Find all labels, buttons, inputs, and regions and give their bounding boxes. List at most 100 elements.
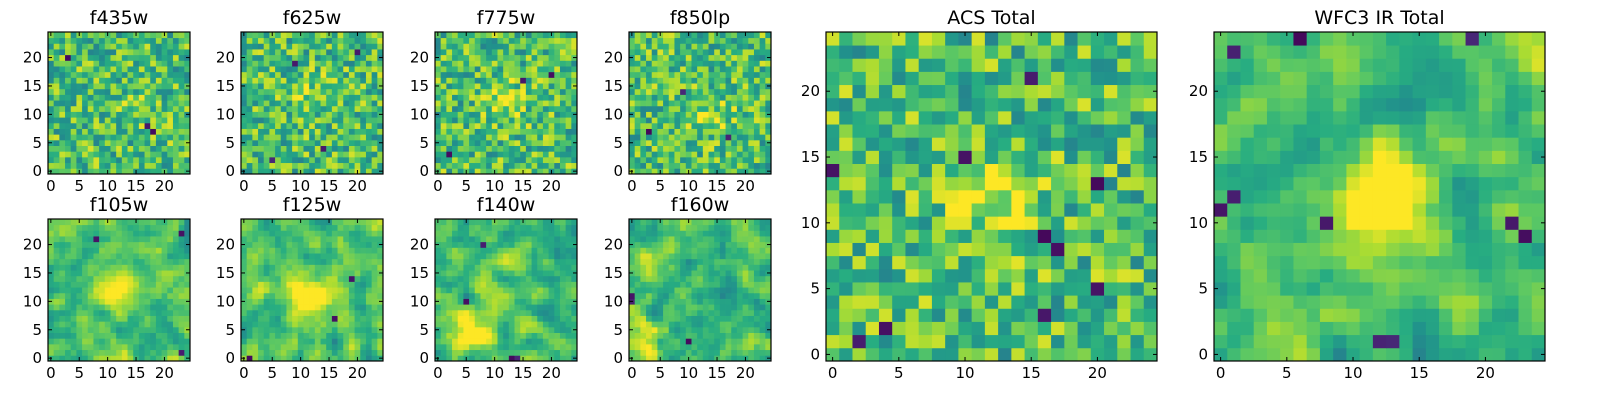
heatmap-cell <box>314 349 321 356</box>
heatmap-cell <box>258 94 265 101</box>
heatmap-cell <box>731 287 738 294</box>
heatmap-cell <box>65 60 72 67</box>
heatmap-cell <box>651 111 658 118</box>
heatmap-cell <box>280 309 287 316</box>
heatmap-cell <box>286 43 293 50</box>
heatmap-cell <box>337 151 344 158</box>
heatmap-cell <box>371 66 378 73</box>
heatmap-cell <box>452 105 459 112</box>
heatmap-cell <box>629 88 636 95</box>
heatmap-cell <box>161 287 168 294</box>
heatmap-cell <box>697 275 704 282</box>
heatmap-cell <box>697 122 704 129</box>
heatmap-cell <box>292 49 299 56</box>
heatmap-cell <box>150 134 157 141</box>
heatmap-cell <box>371 236 378 243</box>
heatmap-cell <box>138 315 145 322</box>
heatmap-cell <box>275 315 282 322</box>
heatmap-cell <box>59 349 66 356</box>
heatmap-cell <box>697 156 704 164</box>
heatmap-cell <box>246 343 253 351</box>
heatmap-cell <box>167 111 174 118</box>
heatmap-cell <box>725 355 732 362</box>
heatmap-cell <box>640 309 647 316</box>
heatmap-cell <box>629 292 636 299</box>
heatmap-cell <box>178 49 185 56</box>
heatmap-cell <box>76 264 83 271</box>
heatmap-cell <box>309 230 316 237</box>
heatmap-cell <box>480 105 487 112</box>
heatmap-cell <box>548 224 555 231</box>
y-tick-label: 0 <box>32 162 42 180</box>
heatmap-cell <box>348 355 355 362</box>
heatmap-cell <box>646 270 653 277</box>
plot-frame <box>434 31 578 175</box>
heatmap-cell <box>87 275 94 282</box>
heatmap-cell <box>765 287 772 294</box>
heatmap-cell <box>708 43 715 50</box>
heatmap-cell <box>360 156 367 164</box>
heatmap-cell <box>167 253 174 260</box>
heatmap-cell <box>457 332 464 339</box>
heatmap-cell <box>70 355 77 362</box>
x-tick-label: 0 <box>627 177 637 195</box>
heatmap-cell <box>457 111 464 118</box>
y-tick-label: 10 <box>23 105 42 123</box>
heatmap-cell <box>571 236 578 243</box>
heatmap-cell <box>133 264 140 271</box>
heatmap-cell <box>537 77 544 84</box>
heatmap-cell <box>759 37 766 44</box>
heatmap-cell <box>246 49 253 56</box>
heatmap-cell <box>48 332 55 339</box>
heatmap-cell <box>280 253 287 260</box>
heatmap-cell <box>646 355 653 362</box>
heatmap-cell <box>508 37 515 44</box>
heatmap-cell <box>640 355 647 362</box>
heatmap-cell <box>377 66 384 73</box>
heatmap-cell <box>280 88 287 95</box>
heatmap-cell <box>116 83 123 90</box>
heatmap-cell <box>371 128 378 135</box>
heatmap-cell <box>138 32 145 39</box>
heatmap-cell <box>565 270 572 277</box>
heatmap-cell <box>736 60 743 67</box>
y-tick-label: 5 <box>419 321 429 339</box>
heatmap-cell <box>452 287 459 294</box>
heatmap-cell <box>269 264 276 271</box>
heatmap-cell <box>127 60 134 67</box>
heatmap-cell <box>554 315 561 322</box>
heatmap-cell <box>640 287 647 294</box>
heatmap-cell <box>559 304 567 311</box>
heatmap-cell <box>377 100 384 107</box>
heatmap-cell <box>343 111 350 118</box>
heatmap-cell <box>269 292 276 299</box>
heatmap-cell <box>685 88 692 95</box>
heatmap-cell <box>155 349 162 356</box>
heatmap-cell <box>731 32 738 39</box>
heatmap-cell <box>736 77 743 84</box>
heatmap-cell <box>110 270 117 277</box>
heatmap-cell <box>76 111 83 118</box>
heatmap-cell <box>497 88 504 95</box>
heatmap-cell <box>685 298 692 305</box>
heatmap-cell <box>252 236 259 243</box>
heatmap-cell <box>87 219 94 226</box>
heatmap-cell <box>150 128 157 135</box>
heatmap-cell <box>680 54 687 61</box>
heatmap-cell <box>508 60 515 67</box>
heatmap-cell <box>480 258 487 265</box>
heatmap-cell <box>150 304 157 311</box>
heatmap-cell <box>320 236 327 243</box>
heatmap-cell <box>76 281 83 288</box>
heatmap-cell <box>150 236 157 243</box>
heatmap-cell <box>161 253 168 260</box>
heatmap-cell <box>440 105 447 112</box>
heatmap-cell <box>525 219 532 226</box>
heatmap-cell <box>303 287 310 294</box>
heatmap-cell <box>759 309 766 316</box>
heatmap-cell <box>133 349 140 356</box>
heatmap-cell <box>377 343 384 351</box>
heatmap-cell <box>155 139 162 146</box>
heatmap-cell <box>161 338 168 345</box>
